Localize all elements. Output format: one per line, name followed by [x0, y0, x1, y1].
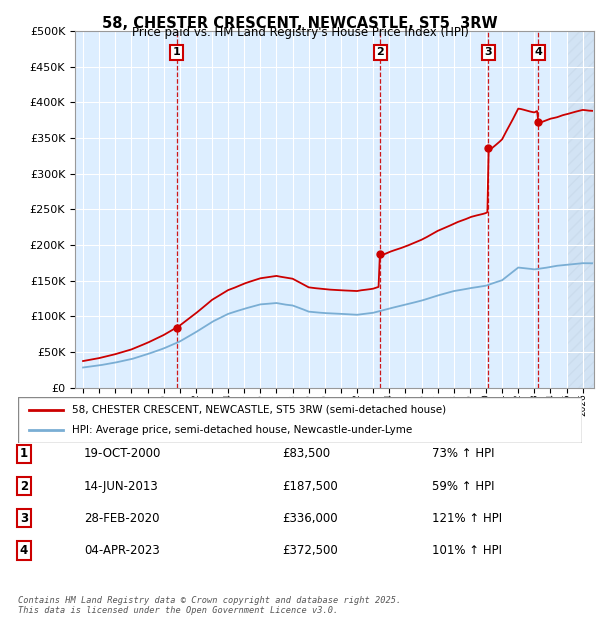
Text: £187,500: £187,500 [282, 480, 338, 492]
FancyBboxPatch shape [18, 397, 582, 443]
Text: £83,500: £83,500 [282, 448, 330, 460]
Text: 14-JUN-2013: 14-JUN-2013 [84, 480, 159, 492]
Bar [566, 31, 600, 388]
Text: 58, CHESTER CRESCENT, NEWCASTLE, ST5  3RW: 58, CHESTER CRESCENT, NEWCASTLE, ST5 3RW [102, 16, 498, 30]
Text: 2: 2 [20, 480, 28, 492]
Text: 58, CHESTER CRESCENT, NEWCASTLE, ST5 3RW (semi-detached house): 58, CHESTER CRESCENT, NEWCASTLE, ST5 3RW… [71, 405, 446, 415]
Text: 4: 4 [535, 47, 542, 58]
Text: 101% ↑ HPI: 101% ↑ HPI [432, 544, 502, 557]
Text: £336,000: £336,000 [282, 512, 338, 525]
Text: 59% ↑ HPI: 59% ↑ HPI [432, 480, 494, 492]
Text: 3: 3 [20, 512, 28, 525]
Text: Contains HM Land Registry data © Crown copyright and database right 2025.
This d: Contains HM Land Registry data © Crown c… [18, 596, 401, 615]
Text: 1: 1 [20, 448, 28, 460]
Text: Price paid vs. HM Land Registry's House Price Index (HPI): Price paid vs. HM Land Registry's House … [131, 26, 469, 39]
Text: 2: 2 [377, 47, 385, 58]
Text: 3: 3 [485, 47, 492, 58]
Text: 121% ↑ HPI: 121% ↑ HPI [432, 512, 502, 525]
Text: 28-FEB-2020: 28-FEB-2020 [84, 512, 160, 525]
Text: 04-APR-2023: 04-APR-2023 [84, 544, 160, 557]
Text: 73% ↑ HPI: 73% ↑ HPI [432, 448, 494, 460]
Text: 1: 1 [173, 47, 181, 58]
Text: 4: 4 [20, 544, 28, 557]
Text: HPI: Average price, semi-detached house, Newcastle-under-Lyme: HPI: Average price, semi-detached house,… [71, 425, 412, 435]
Text: £372,500: £372,500 [282, 544, 338, 557]
Text: 19-OCT-2000: 19-OCT-2000 [84, 448, 161, 460]
